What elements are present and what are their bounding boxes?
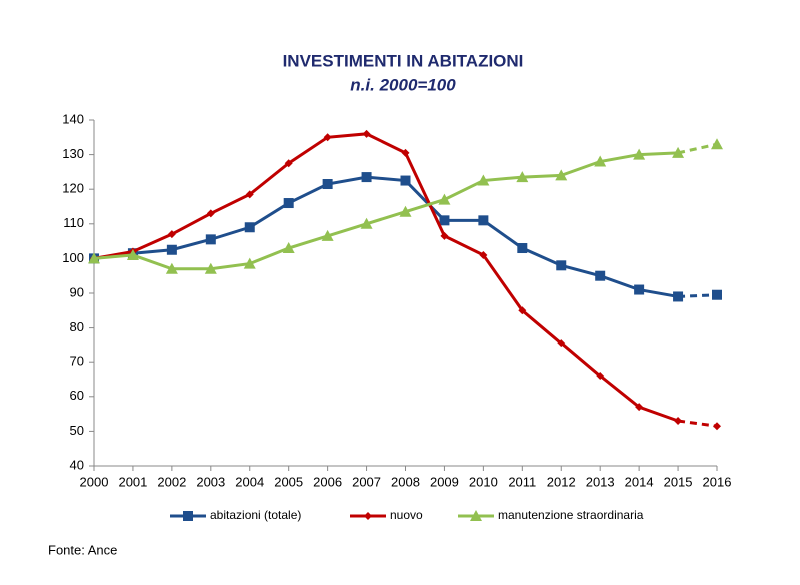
y-tick-label: 60 xyxy=(70,388,84,403)
data-point xyxy=(438,193,451,205)
data-point xyxy=(440,231,449,240)
x-tick-label: 2001 xyxy=(118,474,147,489)
data-point xyxy=(634,284,645,295)
x-tick-label: 2015 xyxy=(664,474,693,489)
series-line xyxy=(93,151,679,271)
x-tick-label: 2006 xyxy=(313,474,342,489)
data-point xyxy=(244,222,255,233)
data-point xyxy=(206,209,215,218)
x-tick-label: 2003 xyxy=(196,474,225,489)
y-tick-label: 70 xyxy=(70,354,84,369)
x-tick-label: 2012 xyxy=(547,474,576,489)
series-line-dashed xyxy=(677,293,718,298)
data-point xyxy=(165,262,178,274)
data-point xyxy=(594,155,607,167)
x-tick-label: 2014 xyxy=(625,474,654,489)
x-tick-label: 2007 xyxy=(352,474,381,489)
data-point xyxy=(126,248,139,260)
data-point xyxy=(204,262,217,274)
data-point xyxy=(282,242,295,254)
data-point xyxy=(479,250,488,259)
data-point xyxy=(477,174,490,186)
x-tick-label: 2016 xyxy=(703,474,732,489)
data-point xyxy=(518,306,527,315)
legend-marker xyxy=(183,511,193,521)
y-tick-label: 90 xyxy=(70,284,84,299)
data-point xyxy=(361,172,372,183)
legend-label: manutenzione straordinaria xyxy=(498,508,644,522)
legend-marker xyxy=(364,512,372,520)
data-point xyxy=(166,244,177,255)
data-point xyxy=(167,230,176,239)
data-point xyxy=(362,129,371,138)
x-tick-label: 2008 xyxy=(391,474,420,489)
x-tick-label: 2004 xyxy=(235,474,264,489)
chart-subtitle: n.i. 2000=100 xyxy=(350,75,456,94)
legend-label: nuovo xyxy=(390,508,423,522)
data-point xyxy=(321,229,334,241)
source-note: Fonte: Ance xyxy=(48,542,117,557)
data-point xyxy=(439,215,450,226)
y-tick-label: 130 xyxy=(62,146,84,161)
data-point xyxy=(283,198,294,209)
chart-title: INVESTIMENTI IN ABITAZIONI xyxy=(283,51,524,70)
y-tick-label: 50 xyxy=(70,423,84,438)
data-point xyxy=(478,215,489,226)
data-point xyxy=(245,190,254,199)
legend-marker xyxy=(470,510,482,521)
series-line-dashed xyxy=(677,142,718,155)
data-point xyxy=(673,291,684,302)
x-tick-label: 2009 xyxy=(430,474,459,489)
data-point xyxy=(360,217,373,229)
y-tick-label: 120 xyxy=(62,181,84,196)
data-point xyxy=(711,138,723,150)
y-tick-label: 80 xyxy=(70,319,84,334)
series-line xyxy=(93,175,679,298)
y-tick-label: 100 xyxy=(62,250,84,265)
legend-label: abitazioni (totale) xyxy=(210,508,301,522)
data-point xyxy=(674,417,683,426)
data-point xyxy=(633,148,646,160)
data-point xyxy=(517,243,528,254)
data-point xyxy=(400,175,411,186)
series-line xyxy=(93,132,679,423)
x-tick-label: 2010 xyxy=(469,474,498,489)
data-point xyxy=(205,234,216,245)
data-point xyxy=(284,159,293,168)
y-tick-label: 40 xyxy=(70,457,84,472)
data-point xyxy=(516,171,529,183)
y-tick-label: 110 xyxy=(63,215,84,230)
data-point xyxy=(635,403,644,412)
x-tick-label: 2011 xyxy=(508,474,536,489)
data-point xyxy=(243,257,256,269)
data-point xyxy=(88,252,100,264)
data-point xyxy=(556,260,567,271)
data-point xyxy=(712,289,722,300)
data-point xyxy=(713,422,721,431)
x-tick-label: 2013 xyxy=(586,474,615,489)
y-tick-label: 140 xyxy=(62,111,84,126)
data-point xyxy=(596,372,605,381)
data-point xyxy=(401,148,410,157)
data-point xyxy=(595,270,606,281)
data-point xyxy=(557,339,566,348)
x-tick-label: 2002 xyxy=(157,474,186,489)
x-tick-label: 2000 xyxy=(80,474,109,489)
data-point xyxy=(322,179,333,190)
x-tick-label: 2005 xyxy=(274,474,303,489)
data-point xyxy=(323,133,332,142)
series-line-dashed xyxy=(677,419,718,428)
data-point xyxy=(399,205,412,217)
data-point xyxy=(672,146,685,158)
data-point xyxy=(555,169,568,181)
